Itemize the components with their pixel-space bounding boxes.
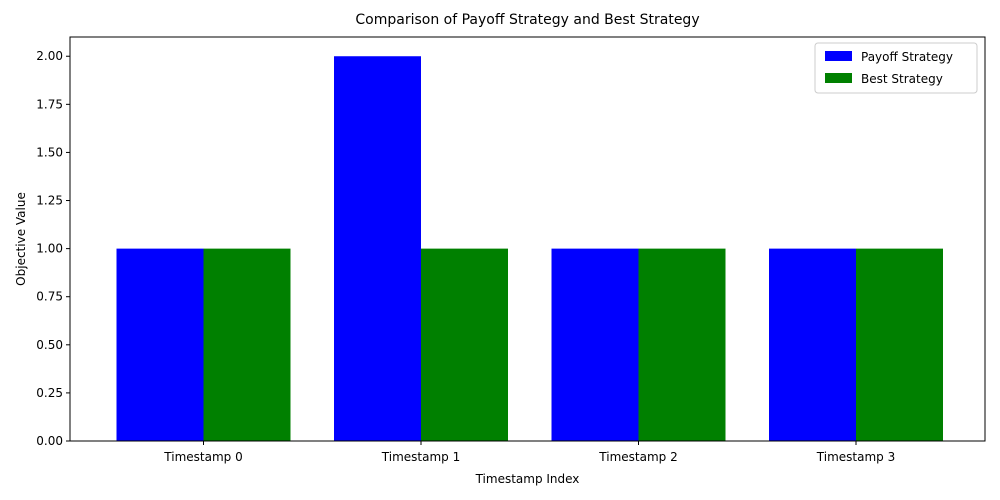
x-axis-label: Timestamp Index (475, 472, 580, 486)
legend-swatch-0 (825, 51, 852, 61)
y-tick-label: 2.00 (36, 49, 63, 63)
chart-title: Comparison of Payoff Strategy and Best S… (355, 12, 699, 28)
x-tick-label: Timestamp 2 (598, 450, 677, 464)
y-axis-label: Objective Value (14, 192, 28, 286)
x-tick-label: Timestamp 3 (816, 450, 895, 464)
x-tick-label: Timestamp 0 (163, 450, 242, 464)
bar-best-strategy-0 (203, 248, 291, 441)
bar-payoff-strategy-1 (334, 56, 421, 441)
legend: Payoff Strategy Best Strategy (814, 42, 978, 94)
bar-best-strategy-3 (856, 248, 943, 441)
bar-payoff-strategy-3 (769, 248, 856, 441)
x-axis: Timestamp 0 Timestamp 1 Timestamp 2 Timesta… (163, 441, 895, 464)
y-tick-label: 0.25 (36, 386, 63, 400)
legend-label-0: Payoff Strategy (861, 50, 953, 64)
y-tick-label: 0.75 (36, 290, 63, 304)
bar-payoff-strategy-0 (116, 248, 204, 441)
bar-best-strategy-1 (421, 248, 508, 441)
y-tick-label: 1.50 (36, 145, 63, 159)
x-tick-label: Timestamp 1 (381, 450, 460, 464)
legend-swatch-1 (825, 73, 852, 83)
legend-box (814, 42, 978, 94)
y-tick-label: 1.00 (36, 242, 63, 256)
bar-best-strategy-2 (638, 248, 726, 441)
y-tick-label: 0.00 (36, 434, 63, 448)
bar-payoff-strategy-2 (551, 248, 639, 441)
plot-frame (69, 36, 986, 442)
y-tick-label: 0.50 (36, 338, 63, 352)
y-tick-label: 1.25 (36, 194, 63, 208)
y-axis: 0.00 0.25 0.50 0.75 1.00 1.25 1.50 1.75 2.00 (36, 49, 70, 448)
bars-group (116, 56, 943, 441)
y-tick-label: 1.75 (36, 97, 63, 111)
legend-label-1: Best Strategy (861, 72, 943, 86)
